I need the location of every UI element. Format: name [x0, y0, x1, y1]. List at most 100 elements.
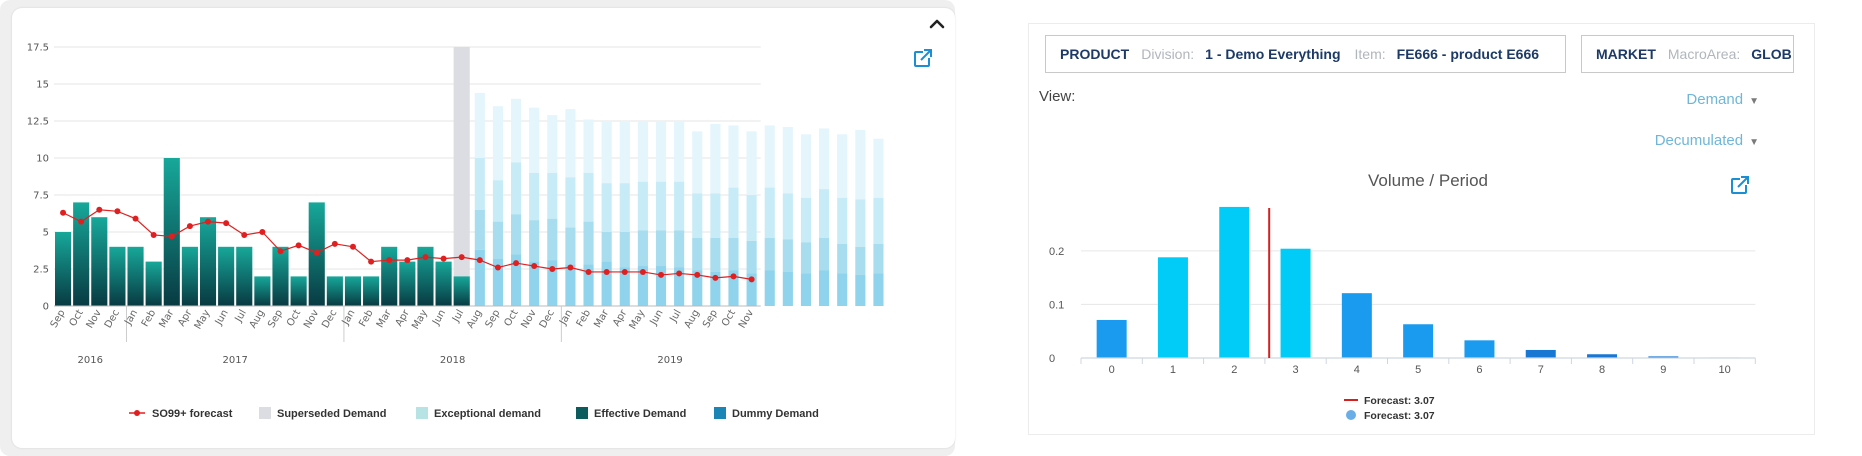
- forecast-point: [78, 218, 85, 225]
- effective-demand-bar: [399, 261, 416, 306]
- forecast-demand-bar: [565, 264, 576, 306]
- forecast-point: [730, 273, 737, 280]
- forecast-demand-bar: [710, 123, 721, 194]
- forecast-demand-bar: [728, 125, 739, 188]
- effective-demand-bar: [453, 276, 470, 306]
- x-tick-label: Mar: [592, 307, 611, 330]
- legend-label: Superseded Demand: [277, 408, 386, 420]
- forecast-point: [150, 231, 157, 238]
- forecast-point: [313, 249, 320, 256]
- forecast-demand-bar: [746, 240, 757, 274]
- legend-item[interactable]: Superseded Demand: [259, 407, 386, 420]
- forecast-demand-bar: [710, 193, 721, 238]
- forecast-point: [404, 257, 411, 264]
- forecast-demand-bar: [819, 189, 830, 238]
- forecast-demand-bar: [674, 181, 685, 231]
- forecast-demand-bar: [547, 115, 558, 173]
- forecast-demand-bar: [529, 172, 540, 221]
- market-filter[interactable]: MARKET MacroArea: GLOB: [1581, 35, 1794, 73]
- forecast-demand-bar: [511, 98, 522, 163]
- x-tick-label: Feb: [357, 308, 375, 329]
- forecast-demand-bar: [619, 183, 630, 232]
- forecast-point: [567, 264, 574, 271]
- product-filter-key: PRODUCT: [1060, 46, 1130, 62]
- forecast-demand-bar: [746, 273, 757, 306]
- legend-label: Exceptional demand: [434, 408, 541, 420]
- effective-demand-bar: [55, 232, 72, 306]
- forecast-point: [476, 257, 483, 264]
- legend-item[interactable]: Exceptional demand: [416, 407, 541, 420]
- forecast-demand-bar: [873, 273, 884, 306]
- forecast-demand-bar: [601, 261, 612, 306]
- forecast-demand-bar: [674, 121, 685, 182]
- forecast-demand-bar: [547, 172, 558, 219]
- product-filter[interactable]: PRODUCT Division: 1 - Demo Everything It…: [1045, 35, 1566, 73]
- forecast-demand-bar: [601, 232, 612, 262]
- forecast-point: [494, 264, 501, 271]
- forecast-demand-bar: [565, 109, 576, 178]
- forecast-demand-bar: [746, 131, 757, 195]
- effective-demand-bar: [181, 246, 198, 306]
- forecast-point: [513, 260, 520, 267]
- effective-demand-bar: [163, 158, 180, 306]
- effective-demand-bar: [218, 246, 235, 306]
- year-label: 2018: [440, 355, 465, 366]
- effective-demand-bar: [91, 217, 108, 306]
- forecast-demand-bar: [583, 172, 594, 222]
- x-tick-label: Sep: [49, 308, 68, 330]
- macroarea-label: MacroArea:: [1667, 46, 1741, 62]
- item-label: Item:: [1354, 46, 1386, 62]
- effective-demand-bar: [417, 246, 434, 306]
- forecast-demand-bar: [873, 197, 884, 244]
- y-tick-label: 7.5: [33, 191, 49, 202]
- legend-item[interactable]: Dummy Demand: [714, 407, 819, 420]
- forecast-demand-bar: [637, 121, 648, 182]
- forecast-point: [168, 233, 175, 240]
- forecast-demand-bar: [782, 271, 793, 306]
- forecast-demand-bar: [800, 197, 812, 243]
- forecast-point: [712, 274, 719, 281]
- x-tick-label: Jan: [557, 308, 575, 328]
- forecast-demand-bar: [492, 106, 503, 181]
- legend-item[interactable]: SO99+ forecast: [129, 408, 233, 420]
- division-label: Division:: [1141, 46, 1195, 62]
- collapse-button[interactable]: [927, 14, 947, 34]
- macroarea-value: GLOB: [1751, 46, 1792, 62]
- x-tick-label: Dec: [538, 308, 557, 330]
- forecast-demand-bar: [819, 270, 830, 306]
- forecast-demand-bar: [583, 221, 594, 265]
- forecast-demand-bar: [855, 246, 866, 275]
- legend-item[interactable]: Effective Demand: [576, 407, 686, 420]
- forecast-point: [422, 254, 429, 261]
- decumulated-dropdown[interactable]: Decumulated ▼: [1655, 132, 1759, 149]
- forecast-point: [549, 266, 556, 272]
- forecast-point: [748, 276, 755, 283]
- caret-down-icon: ▼: [1749, 96, 1759, 107]
- forecast-demand-bar: [492, 180, 503, 222]
- forecast-demand-bar: [764, 270, 775, 306]
- forecast-demand-bar: [873, 138, 884, 198]
- forecast-demand-bar: [782, 239, 793, 272]
- forecast-point: [603, 268, 610, 275]
- y-tick-label: 10: [36, 154, 49, 165]
- x-tick-label: Jul: [450, 308, 466, 325]
- forecast-demand-bar: [637, 230, 648, 267]
- forecast-point: [621, 268, 628, 275]
- demand-dropdown[interactable]: Demand ▼: [1686, 91, 1759, 108]
- x-tick-label: Jun: [430, 308, 448, 328]
- forecast-point: [658, 271, 665, 278]
- icon-arrow: [920, 49, 932, 61]
- x-tick-label: Nov: [737, 308, 756, 330]
- forecast-demand-bar: [474, 92, 485, 158]
- x-tick-label: Jun: [648, 308, 666, 328]
- forecast-point: [114, 208, 121, 215]
- x-tick-label: May: [193, 308, 213, 331]
- forecast-demand-bar: [583, 119, 594, 173]
- forecast-demand-bar: [855, 274, 866, 306]
- forecast-point: [241, 231, 248, 238]
- forecast-demand-bar: [655, 230, 667, 267]
- x-tick-label: Oct: [502, 308, 520, 329]
- forecast-demand-bar: [782, 126, 793, 194]
- chart-title: Volume / Period: [1367, 171, 1488, 190]
- forecast-demand-bar: [529, 220, 540, 262]
